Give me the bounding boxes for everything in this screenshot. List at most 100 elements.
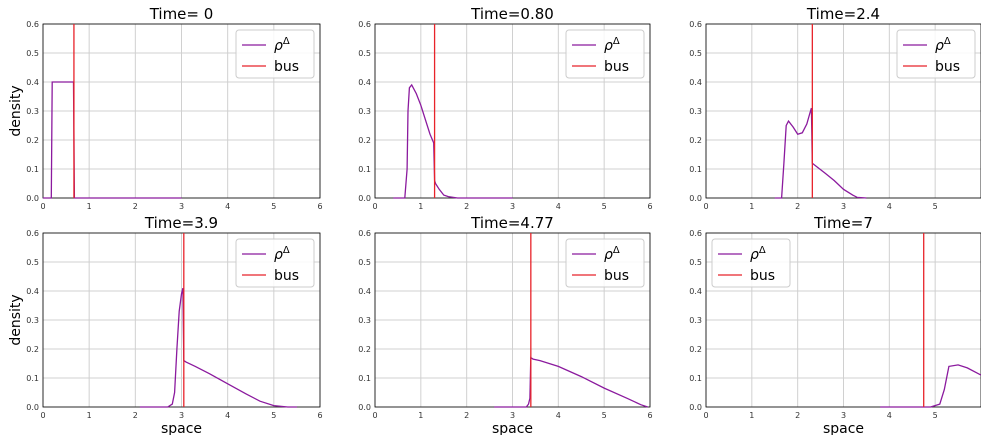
y-tick-label: 0.5 <box>26 258 39 267</box>
x-tick-label: 3 <box>841 411 846 420</box>
legend-label-bus: bus <box>750 268 775 284</box>
y-tick-label: 0.3 <box>689 316 702 325</box>
subplot-title: Time=4.77 <box>470 214 554 232</box>
x-tick-label: 3 <box>179 411 184 420</box>
x-tick-label: 4 <box>225 411 230 420</box>
axes-frame <box>705 23 981 199</box>
y-tick-label: 0.4 <box>689 78 702 87</box>
legend-label-rho-superscript: Δ <box>613 245 620 256</box>
x-tick-label: 1 <box>418 411 423 420</box>
x-tick-label: 5 <box>271 202 276 211</box>
subplot-4: 0.0 0.1 0.2 0.3 0.4 0.5 0.6 0 1 2 3 4 5 6 Time=3.9 dens… <box>8 214 323 435</box>
x-tick-label: 5 <box>602 202 607 211</box>
y-tick-label: 0.3 <box>26 316 39 325</box>
y-tick-label: 0.6 <box>358 20 371 29</box>
y-tick-label: 0.5 <box>689 49 702 58</box>
y-tick-label: 0.1 <box>689 165 702 174</box>
x-tick-label: 0 <box>40 202 45 211</box>
y-tick-label: 0.2 <box>358 136 371 145</box>
x-axis-label: space <box>823 421 864 435</box>
x-tick-label: 6 <box>317 202 322 211</box>
x-tick-label: 6 <box>647 411 652 420</box>
legend-label-rho-superscript: Δ <box>283 36 290 47</box>
x-tick-label: 5 <box>602 411 607 420</box>
x-tick-label: 2 <box>795 202 800 211</box>
x-tick-label: 6 <box>317 411 322 420</box>
x-tick-label: 1 <box>749 411 754 420</box>
y-tick-label: 0.2 <box>358 345 371 354</box>
series-line-rho <box>880 364 981 408</box>
x-tick-label: 1 <box>418 202 423 211</box>
series-line-rho <box>139 287 297 408</box>
y-tick-label: 0.4 <box>358 287 371 296</box>
x-tick-label: 0 <box>703 202 708 211</box>
x-tick-label: 5 <box>271 411 276 420</box>
legend-label-rho-superscript: Δ <box>613 36 620 47</box>
x-tick-label: 2 <box>464 202 469 211</box>
y-tick-label: 0.6 <box>689 20 702 29</box>
y-tick-label: 0.5 <box>358 258 371 267</box>
subplot-1: 0.0 0.1 0.2 0.3 0.4 0.5 0.6 0 1 2 3 4 5 6 Time= 0 densi… <box>8 5 323 211</box>
x-tick-label: 3 <box>510 411 515 420</box>
y-tick-label: 0.3 <box>689 107 702 116</box>
axes-frame <box>42 232 321 408</box>
legend-label-bus: bus <box>274 59 299 75</box>
x-tick-label: 2 <box>133 411 138 420</box>
subplot-5: 0.0 0.1 0.2 0.3 0.4 0.5 0.6 0 1 2 3 4 5 6 Time=4.77 spa… <box>358 214 652 435</box>
x-tick-label: 0 <box>40 411 45 420</box>
legend-label-bus: bus <box>604 59 629 75</box>
x-axis-label: space <box>161 421 202 435</box>
y-tick-label: 0.0 <box>689 194 702 203</box>
y-tick-label: 0.1 <box>358 374 371 383</box>
y-tick-label: 0.5 <box>689 258 702 267</box>
x-tick-label: 2 <box>795 411 800 420</box>
series-line-rho <box>494 356 648 408</box>
subplot-title: Time=2.4 <box>806 5 880 23</box>
y-tick-label: 0.4 <box>26 287 39 296</box>
x-tick-label: 1 <box>87 202 92 211</box>
y-tick-label: 0.0 <box>26 403 39 412</box>
subplot-title: Time=0.80 <box>470 5 554 23</box>
y-tick-label: 0.0 <box>26 194 39 203</box>
x-tick-label: 1 <box>749 202 754 211</box>
y-axis-label: density <box>8 294 24 345</box>
x-tick-label: 3 <box>510 202 515 211</box>
y-tick-label: 0.6 <box>26 20 39 29</box>
series-line-rho <box>393 83 513 199</box>
y-tick-label: 0.4 <box>26 78 39 87</box>
legend-label-rho-superscript: Δ <box>759 245 766 256</box>
x-tick-label: 4 <box>556 411 561 420</box>
x-tick-label: 4 <box>556 202 561 211</box>
x-tick-label: 0 <box>372 411 377 420</box>
y-tick-label: 0.6 <box>358 229 371 238</box>
legend-label-rho-superscript: Δ <box>944 36 951 47</box>
subplot-title: Time= 0 <box>149 5 214 23</box>
x-tick-label: 4 <box>887 202 892 211</box>
x-tick-label: 4 <box>887 411 892 420</box>
y-tick-label: 0.0 <box>689 403 702 412</box>
subplot-title: Time=7 <box>813 214 873 232</box>
y-axis-label: density <box>8 85 24 136</box>
axes-frame <box>705 232 981 408</box>
legend-label-rho-superscript: Δ <box>283 245 290 256</box>
y-tick-label: 0.1 <box>689 374 702 383</box>
x-tick-label: 2 <box>133 202 138 211</box>
legend-label-bus: bus <box>604 268 629 284</box>
subplot-6: 0.0 0.1 0.2 0.3 0.4 0.5 0.6 0 1 2 3 4 5 Time=7 space ρΔ… <box>689 214 981 435</box>
y-tick-label: 0.5 <box>358 49 371 58</box>
y-tick-label: 0.1 <box>358 165 371 174</box>
x-tick-label: 4 <box>225 202 230 211</box>
y-tick-label: 0.2 <box>26 345 39 354</box>
x-axis-label: space <box>492 421 533 435</box>
y-tick-label: 0.4 <box>358 78 371 87</box>
y-tick-label: 0.6 <box>26 229 39 238</box>
y-tick-label: 0.3 <box>358 316 371 325</box>
y-tick-label: 0.6 <box>689 229 702 238</box>
series-line-rho <box>774 107 867 199</box>
